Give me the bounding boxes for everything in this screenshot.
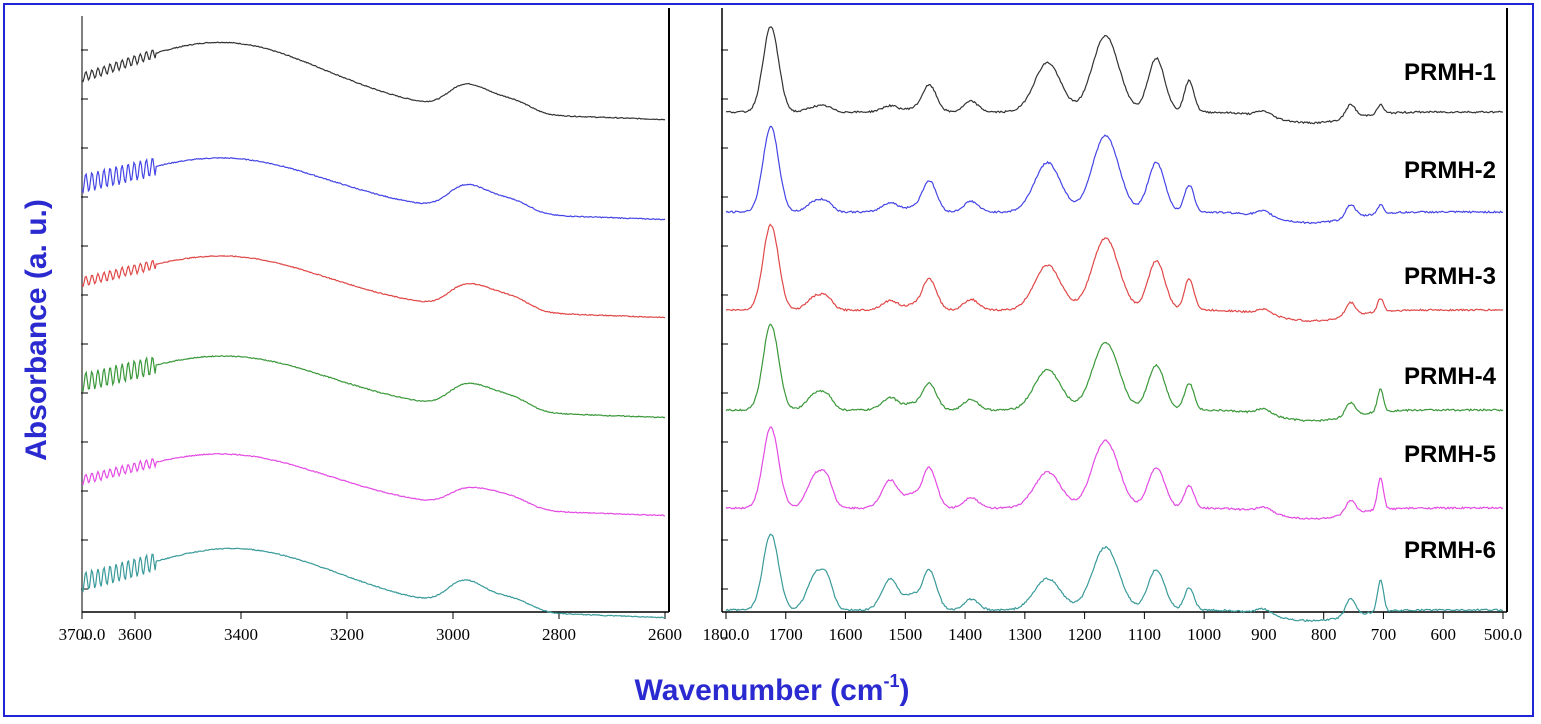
right-series-line-2 [725, 125, 1504, 225]
right-x-tick-label: 1800.0 [703, 625, 750, 644]
left-series-line-4 [81, 354, 666, 419]
left-x-tick-label: 3700.0 [59, 625, 106, 644]
x-axis-title-close: ) [899, 674, 909, 707]
right-x-tick-label: 1500 [888, 625, 922, 644]
right-x-tick-label: 1700 [769, 625, 803, 644]
right-x-tick-label: 1400 [948, 625, 982, 644]
series-labels: PRMH-1 PRMH-2 PRMH-3 PRMH-4 PRMH-5 PRMH-6 [1404, 59, 1497, 564]
right-series-line-5 [725, 426, 1504, 520]
right-panel-series-lines [725, 26, 1504, 623]
right-x-tick-label: 1300 [1008, 625, 1042, 644]
right-x-tick-label: 700 [1371, 625, 1397, 644]
left-panel-y-ticks [81, 49, 88, 639]
series-label-3: PRMH-3 [1404, 263, 1496, 290]
right-panel-y-ticks [721, 49, 728, 639]
series-label-1: PRMH-1 [1404, 59, 1496, 86]
left-panel-series-lines [81, 41, 666, 619]
left-x-tick-label: 3400 [224, 625, 258, 644]
left-series-line-1 [81, 41, 666, 121]
series-label-5: PRMH-5 [1404, 441, 1496, 468]
right-series-line-4 [725, 323, 1504, 423]
right-x-tick-label: 1200 [1068, 625, 1102, 644]
right-series-line-1 [725, 26, 1504, 125]
left-x-tick-label: 2800 [542, 625, 576, 644]
left-series-line-3 [81, 255, 666, 319]
left-panel-high-wavenumber: 3700.0 3600 3400 3200 3000 2800 2600 [59, 8, 682, 644]
left-series-line-6 [81, 547, 666, 619]
right-x-tick-label: 1000 [1187, 625, 1221, 644]
right-panel-fingerprint: 1800.0 1700 1600 1500 1400 1300 1200 1100 1000 90… [703, 8, 1522, 644]
right-x-tick-label: 600 [1430, 625, 1456, 644]
x-axis-title: Wavenumber (cm-1) [635, 671, 910, 707]
left-series-line-2 [81, 156, 666, 221]
right-series-line-3 [725, 223, 1504, 323]
right-x-tick-label: 500.0 [1484, 625, 1522, 644]
right-panel-x-ticks: 1800.0 1700 1600 1500 1400 1300 1200 1100 1000 90… [703, 612, 1522, 644]
right-x-tick-label: 1600 [829, 625, 863, 644]
left-x-tick-label: 3200 [330, 625, 364, 644]
left-panel-x-ticks: 3700.0 3600 3400 3200 3000 2800 2600 [59, 612, 682, 644]
series-label-4: PRMH-4 [1404, 363, 1497, 390]
left-series-line-5 [81, 452, 665, 517]
x-axis-title-superscript: -1 [883, 671, 899, 691]
figure-frame [3, 3, 1534, 717]
series-label-6: PRMH-6 [1404, 537, 1496, 564]
right-series-line-6 [725, 533, 1504, 623]
left-x-tick-label: 3000 [436, 625, 470, 644]
series-label-2: PRMH-2 [1404, 157, 1496, 184]
right-x-tick-label: 1100 [1128, 625, 1161, 644]
y-axis-title: Absorbance (a. u.) [20, 199, 53, 461]
right-x-tick-label: 900 [1251, 625, 1277, 644]
left-x-tick-label: 2600 [648, 625, 682, 644]
right-x-tick-label: 800 [1311, 625, 1337, 644]
left-x-tick-label: 3600 [118, 625, 152, 644]
x-axis-title-main: Wavenumber (cm [635, 674, 884, 707]
